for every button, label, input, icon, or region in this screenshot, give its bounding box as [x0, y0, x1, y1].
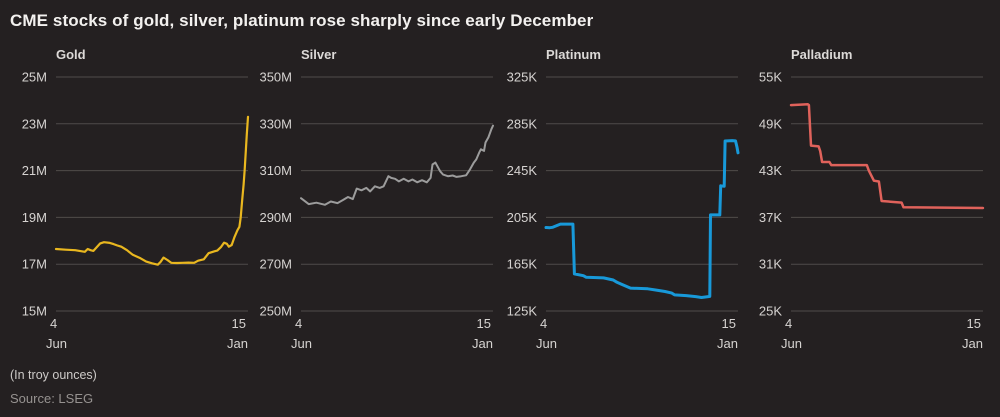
x-axis-day-label: 4 [50, 316, 57, 331]
figure-title: CME stocks of gold, silver, platinum ros… [10, 11, 594, 30]
silver-chart-title: Silver [301, 47, 337, 62]
y-axis-label: 43K [759, 163, 782, 178]
x-axis-month-label: Jun [46, 336, 67, 351]
x-axis-month-label: Jun [536, 336, 557, 351]
y-axis-label: 330M [259, 116, 292, 131]
x-axis-month-label: Jan [717, 336, 738, 351]
y-axis-label: 325K [507, 70, 538, 85]
gold-series-line [54, 115, 250, 266]
y-axis-label: 25K [759, 304, 782, 319]
source-credit: Source: LSEG [10, 391, 94, 406]
y-axis-label: 23M [22, 116, 47, 131]
y-axis-label: 25M [22, 70, 47, 85]
y-axis-label: 17M [22, 257, 47, 272]
x-axis-month-label: Jan [227, 336, 248, 351]
y-axis-label: 19M [22, 210, 47, 225]
y-axis-label: 125K [507, 304, 538, 319]
silver-series-line [300, 124, 494, 206]
x-axis-day-label: 4 [540, 316, 547, 331]
y-axis-label: 250M [259, 304, 292, 319]
unit-note: (In troy ounces) [10, 368, 97, 382]
x-axis-day-label: 15 [967, 316, 981, 331]
x-axis-day-label: 15 [477, 316, 491, 331]
x-axis-day-label: 15 [722, 316, 736, 331]
x-axis-day-label: 4 [785, 316, 792, 331]
platinum-series-line [544, 139, 740, 299]
y-axis-label: 49K [759, 116, 782, 131]
x-axis-day-label: 4 [295, 316, 302, 331]
y-axis-label: 21M [22, 163, 47, 178]
palladium-chart-title: Palladium [791, 47, 853, 62]
y-axis-label: 165K [507, 257, 538, 272]
small-multiples-row: Gold 25M 23M 21M 19M 17M 15M 4 Jun 15 Jan Silver … [10, 40, 990, 358]
x-axis-day-label: 15 [232, 316, 246, 331]
y-axis-label: 290M [259, 210, 292, 225]
y-axis-label: 205K [507, 210, 538, 225]
x-axis-month-label: Jun [781, 336, 802, 351]
x-axis-month-label: Jun [291, 336, 312, 351]
x-axis-month-label: Jan [472, 336, 493, 351]
y-axis-label: 245K [507, 163, 538, 178]
y-axis-label: 350M [259, 70, 292, 85]
platinum-chart-panel: Platinum 325K 285K 245K 205K 165K 125K 4 Jun 15 J… [500, 40, 745, 358]
y-axis-label: 55K [759, 70, 782, 85]
gold-chart-title: Gold [56, 47, 86, 62]
y-axis-label: 310M [259, 163, 292, 178]
y-axis-label: 270M [259, 257, 292, 272]
figure-footer: (In troy ounces) Source: LSEG [10, 368, 990, 406]
y-axis-label: 15M [22, 304, 47, 319]
y-axis-label: 285K [507, 116, 538, 131]
gold-chart-panel: Gold 25M 23M 21M 19M 17M 15M 4 Jun 15 Jan [10, 40, 255, 358]
y-axis-label: 31K [759, 257, 782, 272]
platinum-chart-title: Platinum [546, 47, 601, 62]
silver-chart-panel: Silver 350M 330M 310M 290M 270M 250M 4 Jun 15 Jan [255, 40, 500, 358]
y-axis-label: 37K [759, 210, 782, 225]
x-axis-month-label: Jan [962, 336, 983, 351]
palladium-chart-panel: Palladium 55K 49K 43K 37K 31K 25K 4 Jun 15 Jan [745, 40, 990, 358]
palladium-series-line [789, 103, 985, 210]
